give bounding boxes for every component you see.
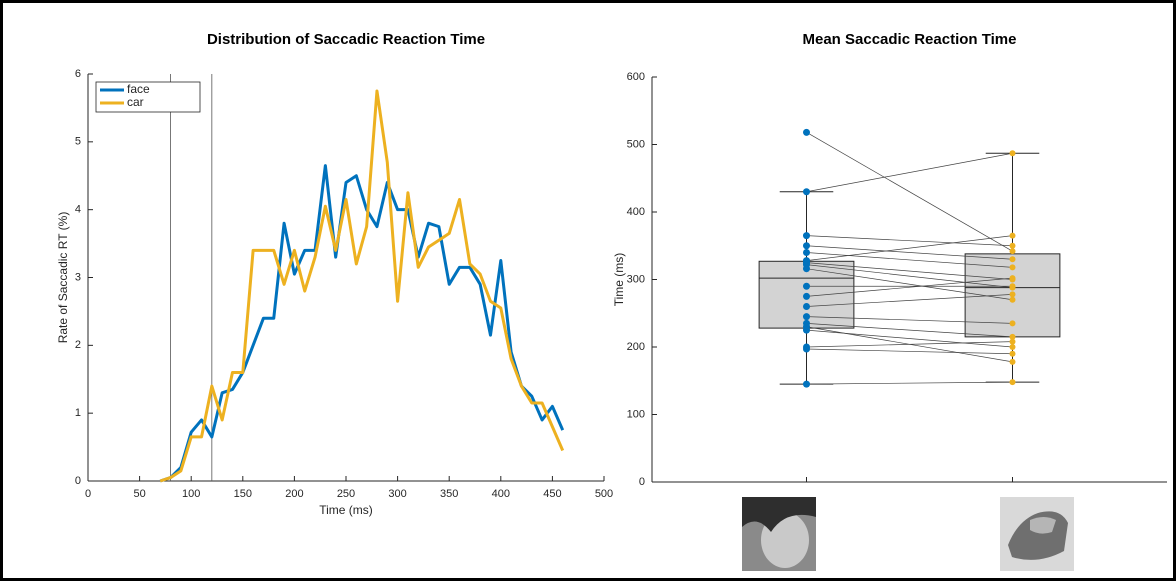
- data-point: [803, 282, 810, 290]
- y-tick-label: 500: [627, 138, 645, 150]
- legend-label: face: [127, 82, 150, 96]
- data-point: [1009, 344, 1016, 350]
- x-tick-label: 100: [182, 488, 200, 500]
- chart-title: Mean Saccadic Reaction Time: [803, 31, 1017, 48]
- pair-line: [806, 348, 1013, 355]
- pair-line: [806, 132, 1013, 252]
- legend-label: car: [127, 95, 144, 109]
- data-point: [1009, 256, 1016, 263]
- pair-line: [806, 341, 1013, 348]
- pair-line: [806, 268, 1013, 301]
- pair-line: [806, 262, 1013, 280]
- pair-line: [806, 329, 1013, 348]
- data-point: [1009, 291, 1016, 298]
- data-point: [1009, 248, 1016, 255]
- y-tick-label: 5: [75, 136, 81, 148]
- x-tick-label: 500: [595, 488, 613, 500]
- x-axis-label: Time (ms): [319, 503, 373, 517]
- y-tick-label: 300: [627, 273, 645, 285]
- x-tick-label: 400: [492, 488, 510, 500]
- data-point: [803, 303, 810, 310]
- data-point: [1009, 338, 1016, 345]
- pair-line: [806, 245, 1013, 260]
- data-point: [1009, 242, 1016, 249]
- x-tick-label: 0: [85, 488, 91, 500]
- x-tick-label: 250: [337, 488, 355, 500]
- data-point: [1009, 150, 1016, 157]
- data-point: [803, 345, 810, 353]
- data-point: [803, 242, 810, 250]
- y-tick-label: 400: [627, 206, 645, 218]
- legend-box: [95, 81, 201, 113]
- pair-line: [806, 235, 1013, 261]
- data-point: [1009, 283, 1016, 290]
- data-point: [803, 128, 810, 136]
- data-point: [803, 249, 810, 256]
- pair-line: [806, 316, 1013, 324]
- y-axis-label: Rate of Saccadic RT (%): [56, 212, 70, 344]
- data-point: [1009, 358, 1016, 365]
- x-tick-label: 300: [388, 488, 406, 500]
- x-tick-label: 450: [543, 488, 561, 500]
- y-tick-label: 600: [627, 71, 645, 83]
- y-tick-label: 0: [639, 476, 645, 488]
- data-point: [1009, 232, 1016, 239]
- data-point: [1009, 333, 1016, 340]
- y-tick-label: 100: [627, 408, 645, 420]
- data-line: [159, 89, 565, 483]
- pair-line: [806, 277, 1013, 297]
- data-point: [1009, 379, 1016, 386]
- chart-title: Distribution of Saccadic Reaction Time: [207, 31, 485, 48]
- x-tick-label: 150: [234, 488, 252, 500]
- data-point: [803, 188, 810, 196]
- face-image: [742, 497, 816, 571]
- car-image: [1000, 497, 1074, 571]
- y-tick-label: 200: [627, 341, 645, 353]
- data-point: [1009, 296, 1016, 303]
- y-tick-label: 3: [75, 271, 81, 283]
- data-point: [1009, 264, 1016, 271]
- pair-line: [806, 264, 1013, 288]
- data-point: [803, 292, 810, 300]
- y-tick-label: 0: [75, 475, 81, 487]
- y-axis-label: Time (ms): [612, 253, 626, 307]
- data-point: [1009, 275, 1016, 282]
- x-tick-label: 50: [133, 488, 145, 500]
- pair-line: [806, 235, 1013, 247]
- y-tick-label: 4: [75, 204, 81, 216]
- x-tick-label: 350: [440, 488, 458, 500]
- data-point: [803, 265, 810, 273]
- pair-line: [806, 381, 1013, 385]
- data-point: [803, 313, 810, 321]
- x-tick-label: 200: [285, 488, 303, 500]
- y-tick-label: 1: [75, 407, 81, 419]
- y-tick-label: 2: [75, 339, 81, 351]
- data-point: [803, 326, 810, 334]
- pair-line: [806, 294, 1013, 307]
- pair-line: [806, 152, 1013, 193]
- pair-line: [806, 323, 1013, 338]
- data-point: [803, 232, 810, 240]
- data-point: [1009, 350, 1016, 357]
- y-tick-label: 6: [75, 68, 81, 80]
- pair-line: [806, 252, 1013, 268]
- data-point: [1009, 320, 1016, 327]
- data-point: [803, 380, 810, 388]
